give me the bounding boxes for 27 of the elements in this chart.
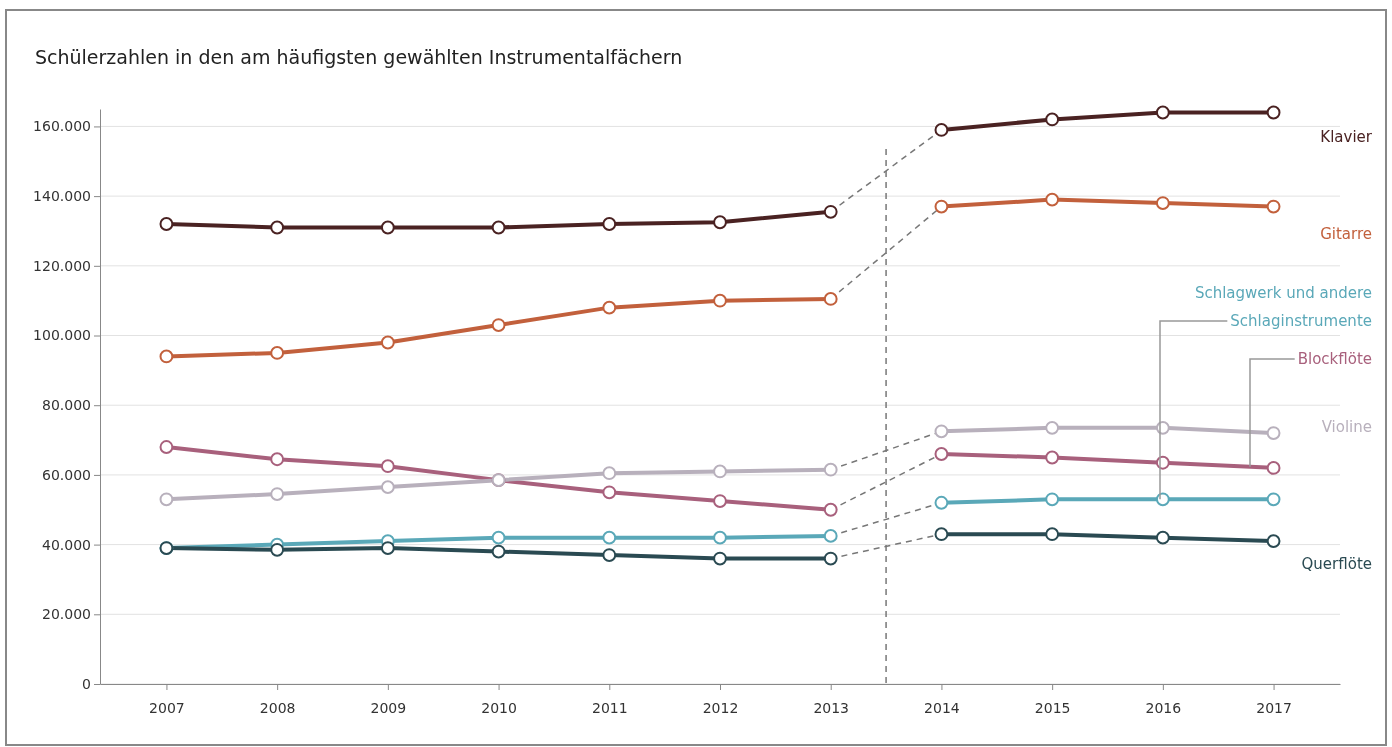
text: Violine <box>1321 418 1372 436</box>
y-tick-label: 120.000 <box>33 257 91 274</box>
text: Klavier <box>1320 128 1373 147</box>
text: Blockflöte <box>1297 350 1372 368</box>
y-tick-label: 40.000 <box>42 536 91 553</box>
y-tick-label: 20.000 <box>42 606 91 623</box>
x-tick-label: 2010 <box>481 699 517 716</box>
y-tick-label: 80.000 <box>42 397 91 414</box>
series-label: Querflöte <box>1301 555 1372 574</box>
text: Schlagwerk und andere Schlaginstrumente <box>1194 284 1372 330</box>
x-tick-label: 2009 <box>370 699 407 716</box>
x-tick-label: 2017 <box>1256 699 1292 716</box>
x-tick-label: 2011 <box>591 699 628 716</box>
x-tick-label: 2015 <box>1034 699 1071 716</box>
y-tick-label: 60.000 <box>42 466 91 483</box>
text: Gitarre <box>1320 224 1372 243</box>
chart-title: Schülerzahlen in den am häufigsten gewählten Instrumentalfächern <box>35 46 683 68</box>
x-tick-label: 2008 <box>259 699 296 716</box>
x-tick-label: 2013 <box>813 699 850 716</box>
x-tick-label: 2016 <box>1145 699 1182 716</box>
x-tick-label: 2012 <box>702 699 739 716</box>
y-tick-label: 0 <box>82 675 91 692</box>
y-tick-label: 140.000 <box>33 188 91 205</box>
x-tick-label: 2014 <box>924 699 960 716</box>
y-tick-label: 100.000 <box>33 327 91 344</box>
y-tick-label: 160.000 <box>33 118 91 135</box>
x-tick-label: 2007 <box>149 699 185 716</box>
